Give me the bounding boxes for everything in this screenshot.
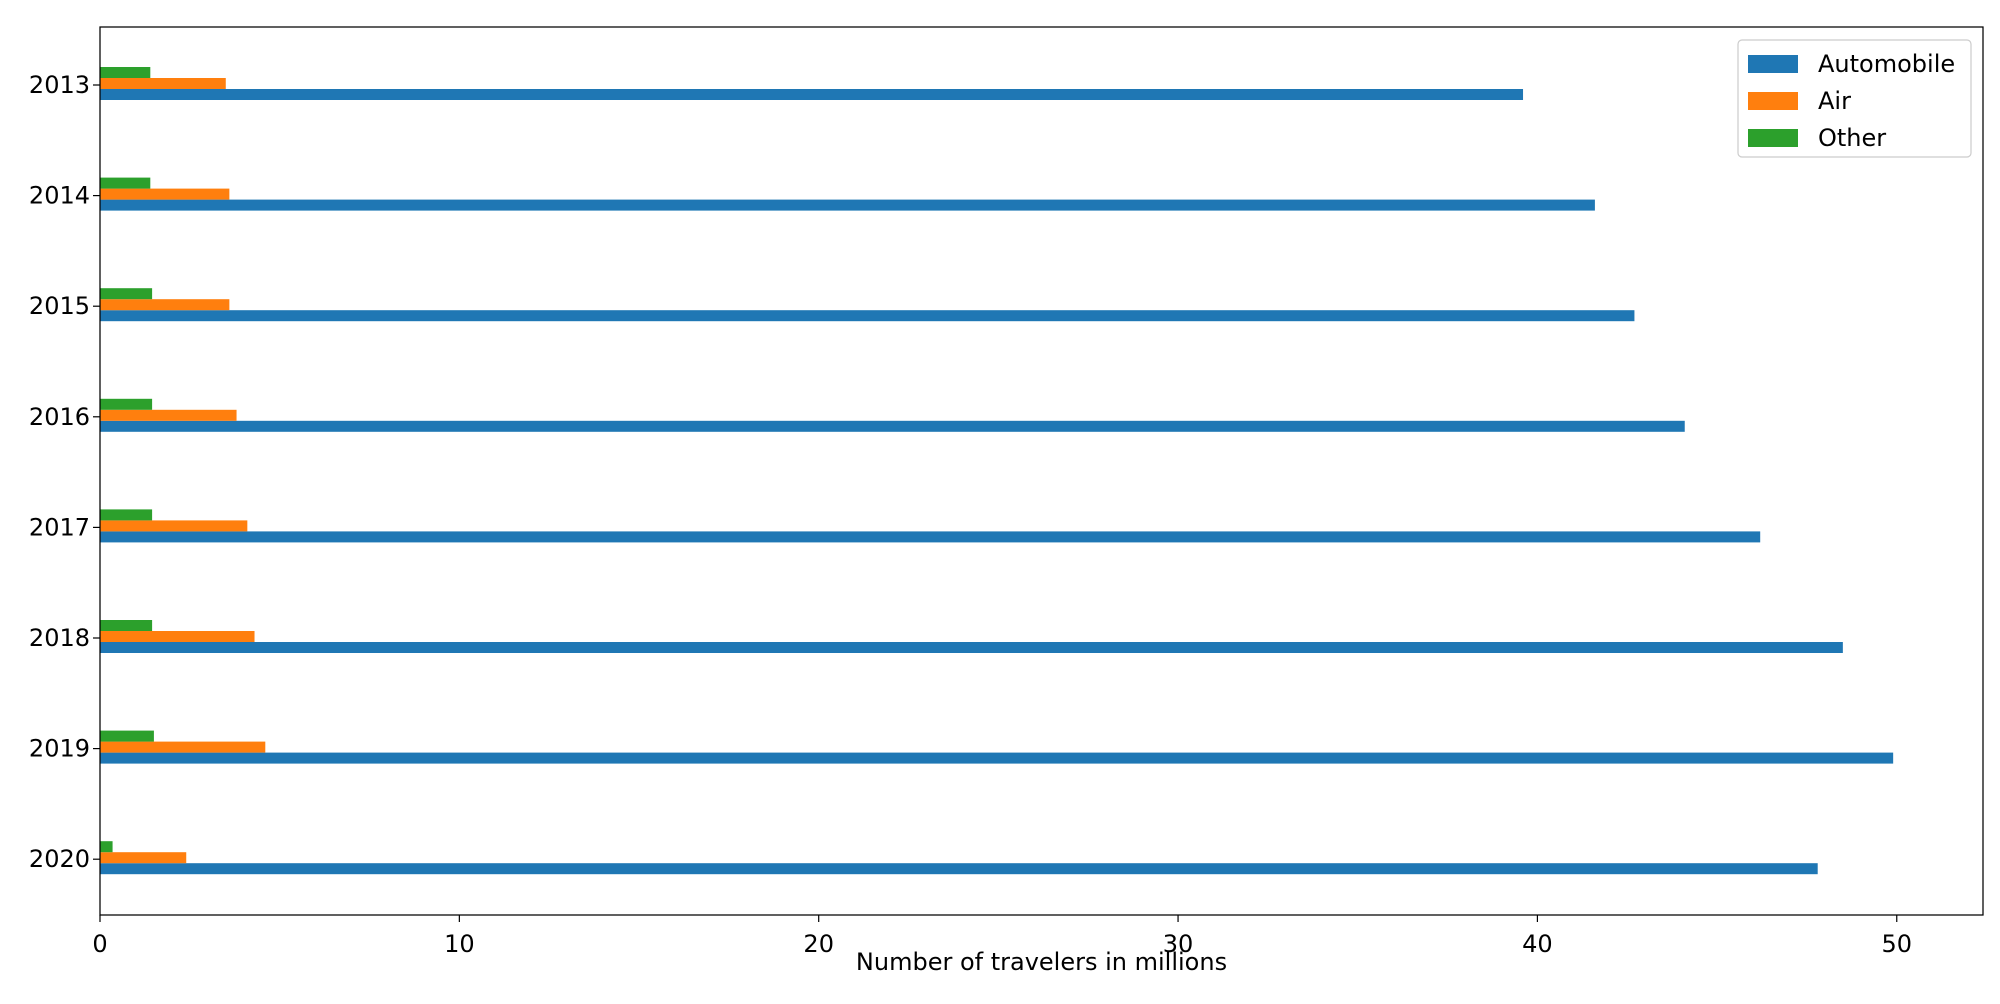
bar-automobile-2014	[100, 200, 1595, 211]
x-tick-label-40: 40	[1522, 930, 1553, 958]
bar-automobile-2020	[100, 863, 1818, 874]
bar-other-2013	[100, 67, 150, 78]
bar-automobile-2017	[100, 531, 1760, 542]
bar-air-2018	[100, 631, 255, 642]
y-tick-label-2015: 2015	[29, 292, 90, 320]
y-tick-label-2016: 2016	[29, 403, 90, 431]
bar-air-2020	[100, 852, 186, 863]
bars-layer	[100, 67, 1893, 874]
legend-swatch-air	[1748, 92, 1798, 110]
y-tick-label-2017: 2017	[29, 513, 90, 541]
legend-label-air: Air	[1818, 87, 1851, 115]
x-tick-label-0: 0	[92, 930, 107, 958]
bar-other-2016	[100, 399, 152, 410]
bar-automobile-2016	[100, 421, 1685, 432]
bar-air-2015	[100, 299, 229, 310]
x-tick-label-10: 10	[444, 930, 475, 958]
bar-air-2016	[100, 410, 237, 421]
bar-other-2018	[100, 620, 152, 631]
y-tick-label-2014: 2014	[29, 182, 90, 210]
legend-label-other: Other	[1818, 124, 1886, 152]
legend-label-automobile: Automobile	[1818, 50, 1955, 78]
bar-automobile-2018	[100, 642, 1843, 653]
legend: Automobile Air Other	[1738, 40, 1971, 157]
bar-other-2019	[100, 731, 154, 742]
bar-automobile-2013	[100, 89, 1523, 100]
bar-other-2020	[100, 841, 113, 852]
legend-swatch-other	[1748, 129, 1798, 147]
legend-swatch-automobile	[1748, 55, 1798, 73]
bar-other-2014	[100, 178, 150, 189]
y-tick-label-2018: 2018	[29, 624, 90, 652]
bar-air-2013	[100, 78, 226, 89]
bar-automobile-2019	[100, 753, 1893, 764]
bar-air-2017	[100, 520, 247, 531]
x-tick-label-20: 20	[803, 930, 834, 958]
plot-area-frame	[100, 27, 1983, 915]
y-tick-label-2020: 2020	[29, 845, 90, 873]
y-tick-label-2019: 2019	[29, 735, 90, 763]
y-tick-label-2013: 2013	[29, 71, 90, 99]
bar-air-2019	[100, 742, 265, 753]
x-tick-label-50: 50	[1881, 930, 1912, 958]
bar-other-2015	[100, 288, 152, 299]
bar-air-2014	[100, 189, 229, 200]
bar-other-2017	[100, 509, 152, 520]
bar-automobile-2015	[100, 310, 1634, 321]
x-axis-label: Number of travelers in millions	[856, 948, 1227, 976]
